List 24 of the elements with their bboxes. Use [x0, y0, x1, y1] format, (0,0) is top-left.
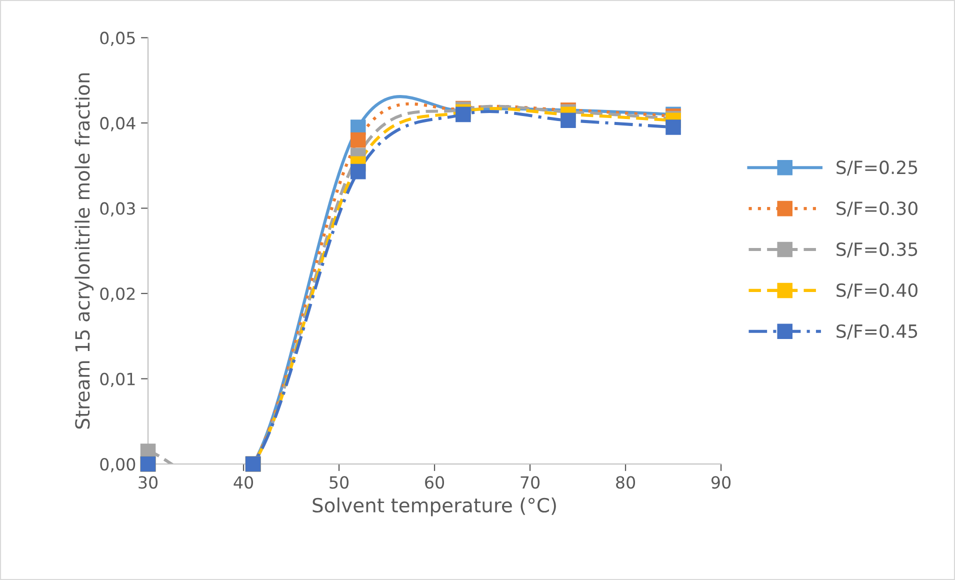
point — [350, 164, 366, 180]
legend-label: S/F=0.30 — [836, 201, 918, 217]
x-tick-label: 40 — [234, 476, 254, 489]
x-tick-label: 30 — [138, 476, 158, 489]
y-tick-label: 0,01 — [100, 372, 135, 388]
y-tick-label: 0,02 — [100, 287, 135, 302]
point — [666, 120, 681, 135]
x-tick-label: 50 — [330, 476, 349, 489]
x-tick-label: 90 — [711, 476, 731, 489]
x-axis-title: Solvent temperature (°C) — [312, 497, 556, 516]
legend-label: S/F=0.45 — [836, 324, 918, 340]
x-tick-label: 70 — [520, 476, 540, 489]
x-tick-label: 60 — [425, 476, 444, 489]
x-tick-label: 80 — [616, 476, 636, 489]
y-tick-label: 0,05 — [100, 32, 135, 46]
y-tick-label: 0,04 — [100, 116, 136, 132]
y-tick-label: 0,03 — [100, 202, 135, 216]
point — [350, 132, 366, 148]
point — [560, 112, 576, 128]
y-axis-title: Stream 15 acrylonitrile mole fraction — [74, 73, 94, 429]
y-tick-label: 0,00 — [100, 458, 136, 472]
legend-label: S/F=0.25 — [836, 160, 918, 176]
legend-label: S/F=0.35 — [836, 242, 918, 258]
legend-label: S/F=0.40 — [836, 283, 918, 298]
